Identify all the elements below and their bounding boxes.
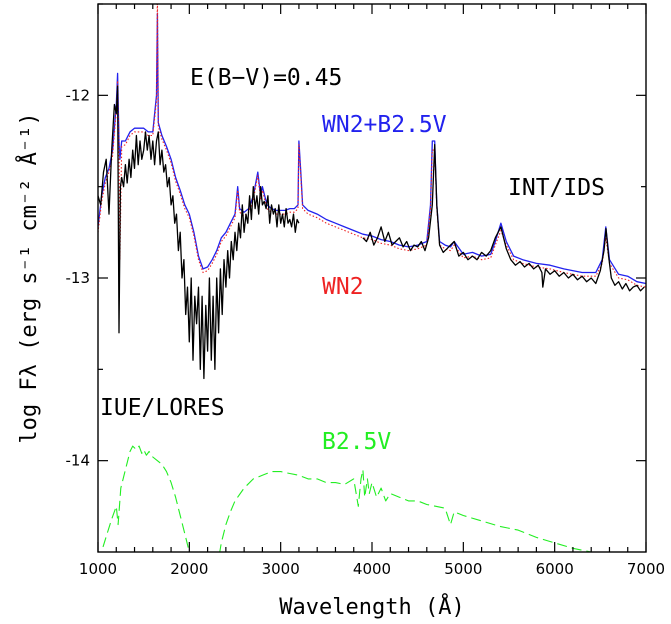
x-axis: 1000 2000 3000 4000 5000 6000 7000 xyxy=(79,4,665,578)
annotation-b25v: B2.5V xyxy=(322,429,391,455)
y-axis-title: log Fλ (erg s⁻¹ cm⁻² Å⁻¹) xyxy=(15,112,42,443)
series-line-int-ids xyxy=(362,144,645,292)
x-axis-title: Wavelength (Å) xyxy=(279,593,464,620)
y-axis: -12 -13 -14 xyxy=(66,3,646,470)
series-line-iue-lores xyxy=(98,85,300,380)
annotation-wn2-b25v: WN2+B2.5V xyxy=(322,112,447,138)
x-tick-label: 3000 xyxy=(262,560,300,578)
plot-frame xyxy=(97,3,647,553)
annotation-extinction: E(B−V)=0.45 xyxy=(190,65,342,91)
x-tick-label: 2000 xyxy=(170,560,208,578)
x-tick-label: 5000 xyxy=(444,560,482,578)
annotation-iue-lores: IUE/LORES xyxy=(100,395,225,421)
annotation-int-ids: INT/IDS xyxy=(508,175,605,201)
x-tick-label: 6000 xyxy=(536,560,574,578)
x-tick-label: 7000 xyxy=(627,560,665,578)
x-tick-label: 4000 xyxy=(353,560,391,578)
series-layer xyxy=(98,4,646,552)
x-tick-label: 1000 xyxy=(79,560,117,578)
y-tick-label: -13 xyxy=(66,269,91,287)
y-tick-label: -14 xyxy=(66,452,91,470)
y-tick-label: -12 xyxy=(66,86,91,104)
series-line-b2-5v xyxy=(100,445,593,552)
annotation-wn2: WN2 xyxy=(322,274,364,300)
